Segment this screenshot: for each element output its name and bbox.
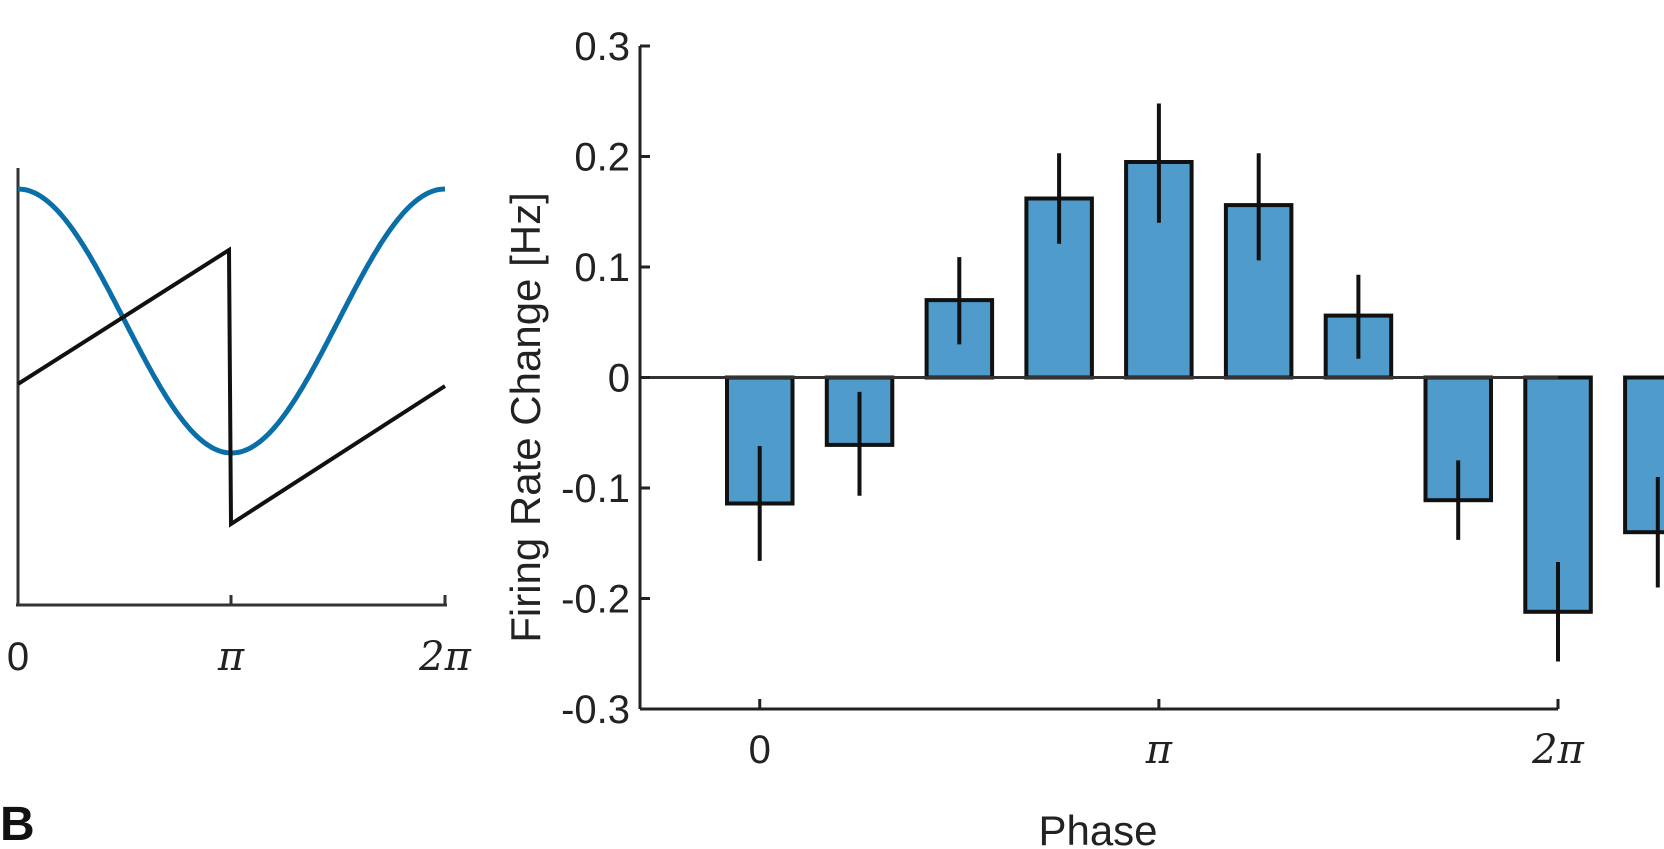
- bar-bin9: [1523, 375, 1593, 614]
- left-x-tick-label-0: 0: [7, 635, 29, 679]
- left-x-tick-label-2pi: 2π: [418, 634, 471, 680]
- x-axis-label: Phase: [1038, 807, 1157, 849]
- y-tick-label: -0.3: [561, 688, 630, 732]
- bar-chart: 0.3 0.2 0.1 0 -0.1 -0.2 -0.3 0 π 2π Firing Rate …: [502, 25, 1664, 849]
- y-tick-label: 0.3: [574, 25, 630, 69]
- y-tick-label: -0.1: [561, 467, 630, 511]
- y-ticks: 0.3 0.2 0.1 0 -0.1 -0.2 -0.3: [561, 25, 650, 732]
- phase-schematic-panel: 0 π 2π B: [0, 168, 472, 849]
- x-tick-label: 0: [749, 728, 771, 772]
- x-tick-label: 2π: [1531, 727, 1584, 773]
- y-tick-label: 0.1: [574, 246, 630, 290]
- y-tick-label: -0.2: [561, 578, 630, 622]
- x-ticks: 0 π 2π: [749, 699, 1585, 773]
- x-tick-label: π: [1145, 727, 1173, 773]
- y-tick-label: 0.2: [574, 136, 630, 180]
- left-x-tick-label-pi: π: [217, 634, 245, 680]
- sawtooth-curve: [16, 246, 447, 528]
- panel-letter: B: [0, 798, 35, 849]
- error-bars: [757, 103, 1660, 662]
- y-tick-label: 0: [608, 357, 630, 401]
- bars: [725, 160, 1664, 614]
- y-axis-label: Firing Rate Change [Hz]: [502, 192, 549, 643]
